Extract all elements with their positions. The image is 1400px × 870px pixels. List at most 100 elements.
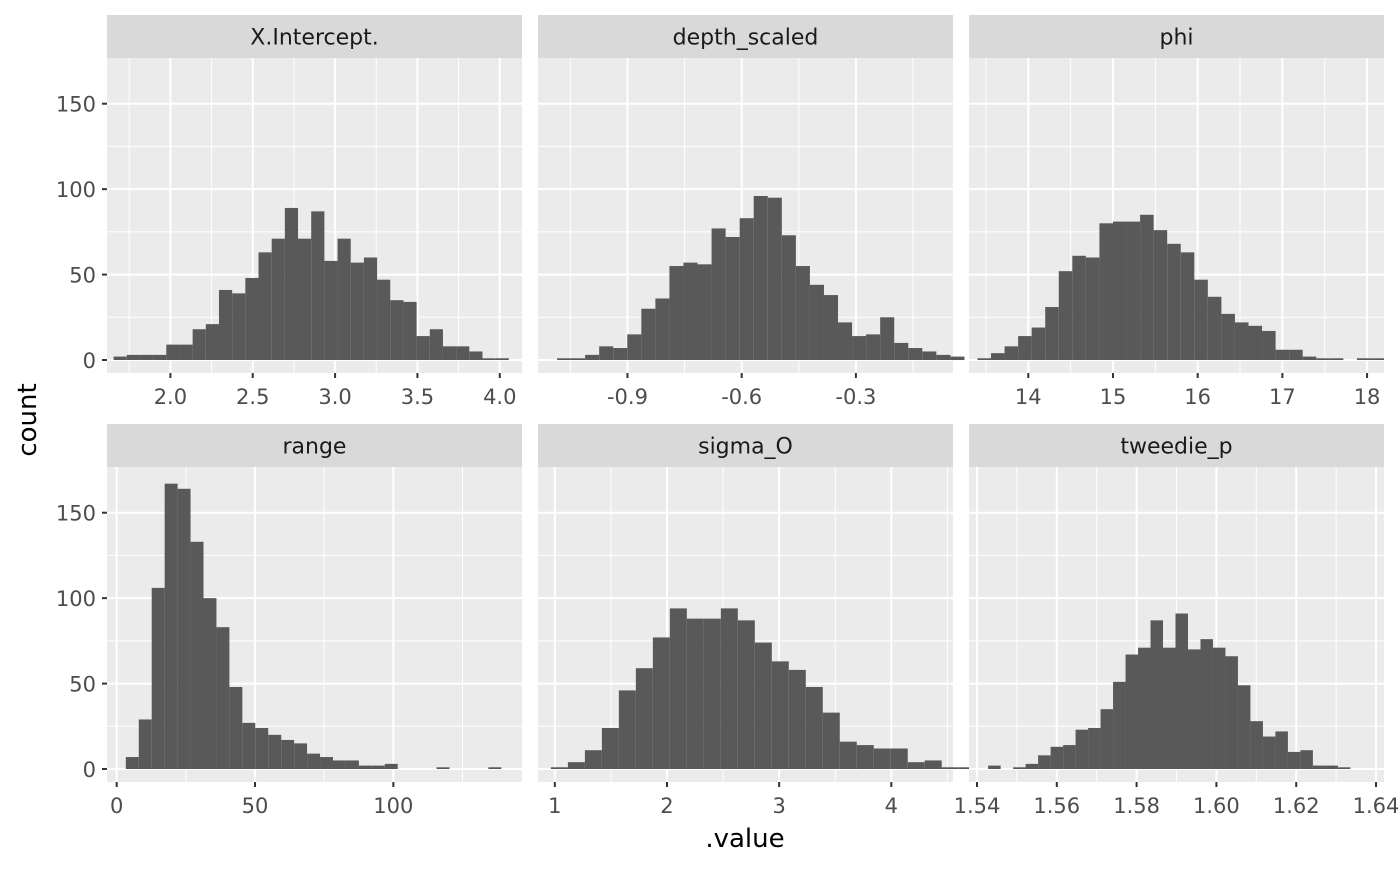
histogram-bar [941,767,959,769]
histogram-bar [567,762,585,769]
histogram-bar [1180,252,1195,360]
histogram-bar [950,356,965,360]
histogram-bar [1045,307,1059,360]
x-tick-label: 2 [660,794,673,818]
histogram-bar [1187,649,1201,769]
facet-strip [107,424,522,467]
histogram-bar [218,289,233,360]
histogram-bar [350,262,364,360]
y-tick-label: 50 [69,264,96,288]
histogram-bar [1063,745,1076,769]
y-tick-label: 150 [56,93,96,117]
histogram-bar [332,760,346,769]
histogram-bar [1212,647,1226,769]
x-tick-label: 16 [1184,385,1211,409]
histogram-bar [571,358,586,360]
histogram-bar [635,668,653,769]
histogram-bar [1126,221,1141,360]
histogram-bar [873,748,891,769]
histogram-bar [1312,765,1326,769]
x-tick-label: 1.62 [1273,794,1320,818]
histogram-bar [1100,709,1114,769]
x-tick-label: 3.5 [401,385,434,409]
histogram-bar [856,745,874,769]
y-tick-label: 0 [83,349,96,373]
histogram-bar [557,358,572,360]
histogram-bar [1050,746,1064,769]
histogram-bar [281,739,295,769]
histogram-bar [324,260,338,360]
histogram-bar [697,264,712,360]
x-tick-label: 1.60 [1193,794,1240,818]
histogram-bar [125,757,139,769]
histogram-bar [788,669,806,769]
histogram-bar [377,279,391,360]
histogram-bar [890,748,908,769]
histogram-bar [258,252,272,360]
histogram-bar [1248,325,1263,360]
histogram-bar [1013,767,1026,769]
histogram-bar [429,329,443,360]
histogram-bar [809,284,824,360]
histogram-bar [1150,620,1164,769]
histogram-bar [1140,214,1154,360]
y-axis-title: count [13,383,43,456]
histogram-bar [1337,767,1351,769]
histogram-bar [179,344,193,360]
histogram-bar [436,767,450,769]
histogram-bar [618,690,636,769]
y-tick-label: 150 [56,502,96,526]
histogram-bar [153,354,167,360]
histogram-bar [924,760,942,769]
histogram-bar [268,734,282,769]
histogram-bar [298,238,312,360]
histogram-bar [1289,349,1303,360]
histogram-bar [363,257,378,360]
histogram-bar [1287,751,1301,769]
y-tick-label: 50 [69,673,96,697]
histogram-bar [720,608,738,769]
x-tick-label: -0.9 [607,385,648,409]
histogram-bar [345,760,359,769]
x-tick-label: 1.56 [1033,794,1080,818]
histogram-bar [1125,654,1139,769]
histogram-bar [229,686,243,769]
histogram-bar [1300,750,1313,769]
histogram-bar [823,295,839,360]
y-tick-label: 100 [56,178,96,202]
histogram-bar [126,354,140,360]
histogram-bar [177,488,191,769]
histogram-bar [1316,358,1330,360]
histogram-bar [390,300,404,360]
histogram-bar [1225,656,1238,769]
histogram-bar [311,211,325,360]
histogram-bar [988,765,1001,769]
histogram-bar [1200,639,1213,769]
x-tick-label: 3.0 [318,385,351,409]
histogram-bar [294,743,308,769]
histogram-bar [1113,681,1126,769]
x-tick-label: 17 [1269,385,1296,409]
histogram-bar [739,218,754,360]
histogram-bar [1237,685,1251,769]
histogram-bar [977,358,992,360]
histogram-bar [456,346,470,360]
histogram-bar [138,719,152,769]
histogram-bar [1262,330,1276,360]
x-tick-label: 18 [1354,385,1381,409]
facet-strip-label: range [283,435,347,460]
histogram-bar [1163,647,1176,769]
x-tick-label: 1.58 [1113,794,1160,818]
histogram-bar [255,727,269,769]
histogram-bar [1234,322,1249,360]
histogram-bar [1329,358,1344,360]
histogram-bar [384,763,398,769]
x-tick-label: 14 [1015,385,1042,409]
histogram-bar [669,266,684,360]
x-tick-label: 1 [548,794,561,818]
histogram-bar [753,195,768,360]
histogram-bar [737,620,755,769]
histogram-bar [641,308,656,360]
histogram-bar [711,228,726,360]
histogram-bar [1058,271,1073,360]
